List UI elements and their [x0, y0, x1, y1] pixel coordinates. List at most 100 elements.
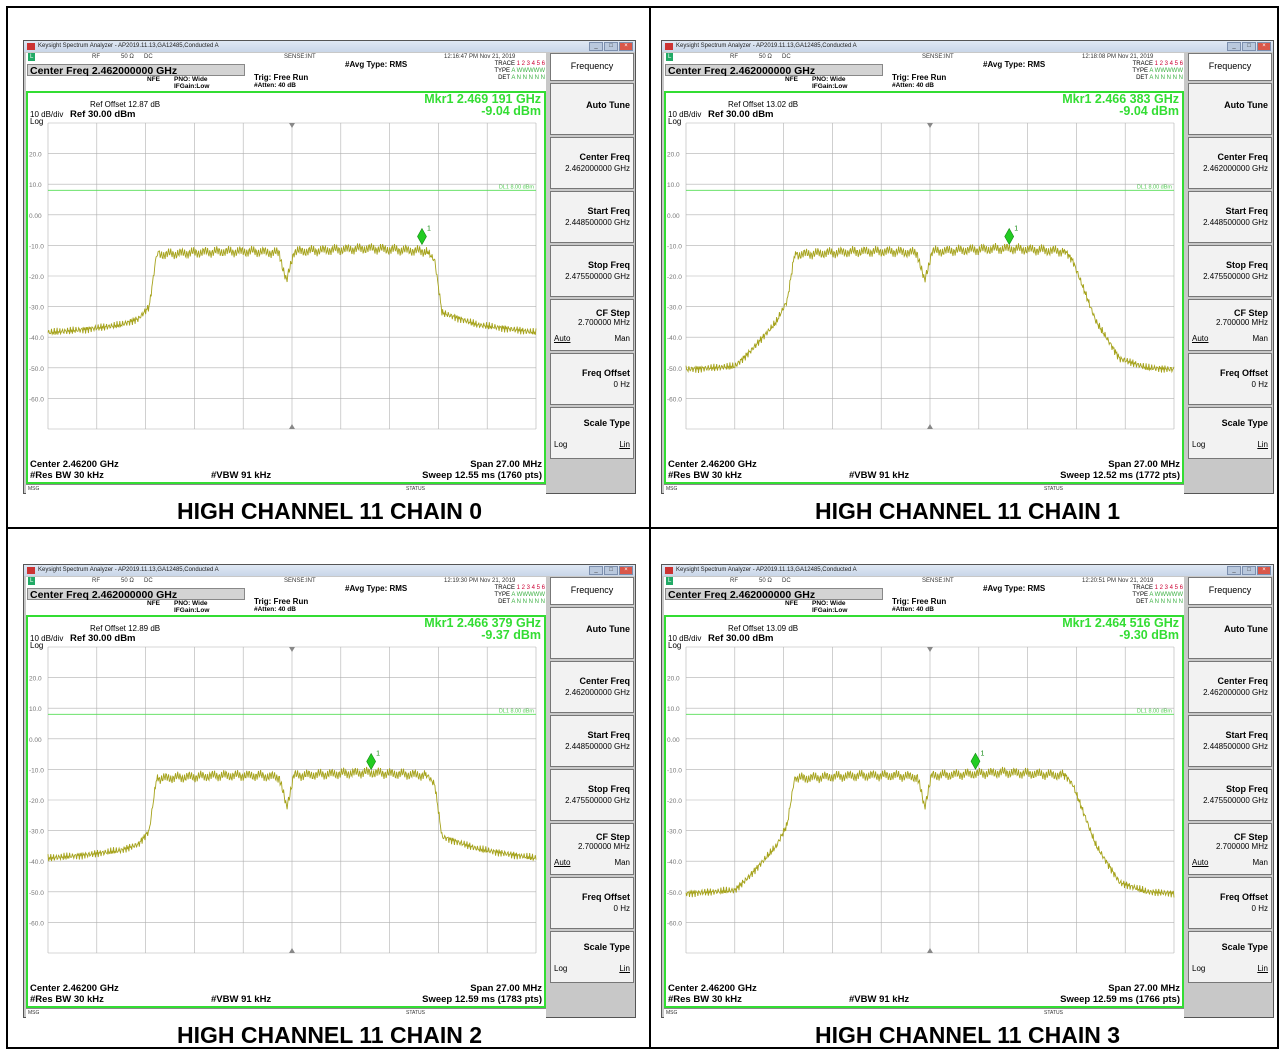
window-controls: _ □ ×: [1227, 566, 1271, 575]
analyzer-panel: Keysight Spectrum Analyzer - AP2019.11.1…: [23, 564, 636, 1054]
sweep-label: Sweep 12.55 ms (1760 pts): [422, 470, 542, 481]
cf-step-auto[interactable]: Auto: [1192, 858, 1209, 867]
center-freq-button[interactable]: Center Freq 2.462000000 GHz: [550, 137, 634, 189]
freq-offset-value: 0 Hz: [1251, 380, 1268, 389]
type-label: TYPE: [1132, 68, 1148, 74]
stop-freq-value: 2.475500000 GHz: [565, 796, 630, 805]
stop-freq-label: Stop Freq: [588, 260, 630, 270]
start-freq-button[interactable]: Start Freq 2.448500000 GHz: [550, 715, 634, 767]
stop-freq-button[interactable]: Stop Freq 2.475500000 GHz: [1188, 769, 1272, 821]
maximize-icon[interactable]: □: [604, 566, 618, 575]
ifgain-label: IFGain:Low: [174, 83, 210, 90]
start-freq-button[interactable]: Start Freq 2.448500000 GHz: [550, 191, 634, 243]
y-tick-label: 20.0: [667, 152, 680, 159]
maximize-icon[interactable]: □: [604, 42, 618, 51]
cf-step-man[interactable]: Man: [614, 858, 630, 867]
minimize-icon[interactable]: _: [589, 42, 603, 51]
cf-step-man[interactable]: Man: [1252, 334, 1268, 343]
cf-step-auto[interactable]: Auto: [554, 334, 571, 343]
freq-offset-button[interactable]: Freq Offset 0 Hz: [550, 877, 634, 929]
cf-step-auto[interactable]: Auto: [1192, 334, 1209, 343]
scale-type-lin[interactable]: Lin: [619, 440, 630, 449]
cf-step-value: 2.700000 MHz: [1215, 842, 1268, 851]
minimize-icon[interactable]: _: [1227, 566, 1241, 575]
scale-type-button[interactable]: Scale Type Log Lin: [550, 407, 634, 459]
stop-freq-button[interactable]: Stop Freq 2.475500000 GHz: [1188, 245, 1272, 297]
maximize-icon[interactable]: □: [1242, 566, 1256, 575]
spectrum-trace: [685, 766, 1175, 898]
scale-type-button[interactable]: Scale Type Log Lin: [1188, 931, 1272, 983]
scale-type-lin[interactable]: Lin: [1257, 964, 1268, 973]
auto-tune-label: Auto Tune: [1224, 624, 1268, 634]
window-title: Keysight Spectrum Analyzer - AP2019.11.1…: [38, 43, 219, 49]
auto-tune-button[interactable]: Auto Tune: [550, 83, 634, 135]
y-tick-label: -20.0: [29, 274, 44, 281]
center-freq-button[interactable]: Center Freq 2.462000000 GHz: [1188, 661, 1272, 713]
close-icon[interactable]: ×: [619, 566, 633, 575]
spectrum-plot[interactable]: 20.0 10.0 0.00 -10.0 -20.0 -30.0 -40.0 -50.0 -60…: [667, 122, 1176, 433]
auto-tune-button[interactable]: Auto Tune: [550, 607, 634, 659]
maximize-icon[interactable]: □: [1242, 42, 1256, 51]
status-label: STATUS: [406, 486, 425, 492]
close-icon[interactable]: ×: [1257, 566, 1271, 575]
scale-type-log[interactable]: Log: [554, 440, 568, 449]
spectrum-plot[interactable]: 20.0 10.0 0.00 -10.0 -20.0 -30.0 -40.0 -50.0 -60…: [29, 646, 538, 957]
analyzer-window: Keysight Spectrum Analyzer - AP2019.11.1…: [23, 564, 636, 1018]
freq-offset-button[interactable]: Freq Offset 0 Hz: [550, 353, 634, 405]
start-freq-button[interactable]: Start Freq 2.448500000 GHz: [1188, 191, 1272, 243]
close-icon[interactable]: ×: [1257, 42, 1271, 51]
spectrum-plot[interactable]: 20.0 10.0 0.00 -10.0 -20.0 -30.0 -40.0 -50.0 -60…: [29, 122, 538, 433]
marker-1-icon[interactable]: [970, 752, 981, 770]
start-freq-button[interactable]: Start Freq 2.448500000 GHz: [1188, 715, 1272, 767]
close-icon[interactable]: ×: [619, 42, 633, 51]
center-freq-button[interactable]: Center Freq 2.462000000 GHz: [1188, 137, 1272, 189]
vbw-label: #VBW 91 kHz: [849, 470, 910, 481]
span-label: Span 27.00 MHz: [1108, 983, 1180, 994]
stop-freq-button[interactable]: Stop Freq 2.475500000 GHz: [550, 769, 634, 821]
auto-tune-button[interactable]: Auto Tune: [1188, 607, 1272, 659]
trace-label: TRACE: [494, 61, 515, 67]
marker-1-icon[interactable]: [1004, 227, 1015, 246]
minimize-icon[interactable]: _: [1227, 42, 1241, 51]
meas-info: Center Freq 2.462000000 GHz NFE PNO: Wid…: [664, 584, 1184, 615]
center-freq-display[interactable]: Center Freq 2.462000000 GHz: [665, 588, 883, 601]
cf-step-man[interactable]: Man: [1252, 858, 1268, 867]
scale-type-button[interactable]: Scale Type Log Lin: [1188, 407, 1272, 459]
det-value: A N N N N N: [1149, 599, 1183, 605]
center-freq-display[interactable]: Center Freq 2.462000000 GHz: [27, 588, 245, 601]
status-row: L RF 50 Ω DC SENSE:INT 12:16:47 PM Nov 2…: [26, 53, 546, 61]
center-freq-softkey-value: 2.462000000 GHz: [565, 164, 630, 173]
scale-type-log[interactable]: Log: [554, 964, 568, 973]
cf-step-button[interactable]: CF Step 2.700000 MHz Auto Man: [1188, 299, 1272, 351]
auto-tune-button[interactable]: Auto Tune: [1188, 83, 1272, 135]
scale-type-lin[interactable]: Lin: [619, 964, 630, 973]
center-freq-button[interactable]: Center Freq 2.462000000 GHz: [550, 661, 634, 713]
scale-type-log[interactable]: Log: [1192, 440, 1206, 449]
center-freq-display[interactable]: Center Freq 2.462000000 GHz: [27, 64, 245, 77]
scale-type-button[interactable]: Scale Type Log Lin: [550, 931, 634, 983]
freq-offset-button[interactable]: Freq Offset 0 Hz: [1188, 877, 1272, 929]
center-bottom-marker-icon: [289, 424, 295, 429]
cf-step-button[interactable]: CF Step 2.700000 MHz Auto Man: [550, 299, 634, 351]
cf-step-value: 2.700000 MHz: [1215, 318, 1268, 327]
minimize-icon[interactable]: _: [589, 566, 603, 575]
ref-info: Ref Offset 12.89 dB 10 dB/div Ref 30.00 …: [30, 624, 160, 650]
spectrum-screen: Mkr1 2.466 379 GHz -9.37 dBm Ref Offset …: [26, 615, 546, 1008]
marker-1-icon[interactable]: [417, 227, 427, 246]
center-freq-display[interactable]: Center Freq 2.462000000 GHz: [665, 64, 883, 77]
cf-step-button[interactable]: CF Step 2.700000 MHz Auto Man: [1188, 823, 1272, 875]
cf-step-auto[interactable]: Auto: [554, 858, 571, 867]
freq-offset-button[interactable]: Freq Offset 0 Hz: [1188, 353, 1272, 405]
marker-1-icon[interactable]: [366, 752, 376, 771]
status-label: STATUS: [1044, 486, 1063, 492]
scale-type-lin[interactable]: Lin: [1257, 440, 1268, 449]
marker-level: -9.30 dBm: [1119, 628, 1179, 642]
auto-tune-label: Auto Tune: [586, 624, 630, 634]
stop-freq-button[interactable]: Stop Freq 2.475500000 GHz: [550, 245, 634, 297]
cf-step-button[interactable]: CF Step 2.700000 MHz Auto Man: [550, 823, 634, 875]
spectrum-plot[interactable]: 20.0 10.0 0.00 -10.0 -20.0 -30.0 -40.0 -50.0 -60…: [667, 646, 1176, 957]
start-freq-label: Start Freq: [1225, 206, 1268, 216]
cf-step-man[interactable]: Man: [614, 334, 630, 343]
marker-readout: Mkr1 2.469 191 GHz -9.04 dBm: [424, 93, 541, 118]
scale-type-log[interactable]: Log: [1192, 964, 1206, 973]
